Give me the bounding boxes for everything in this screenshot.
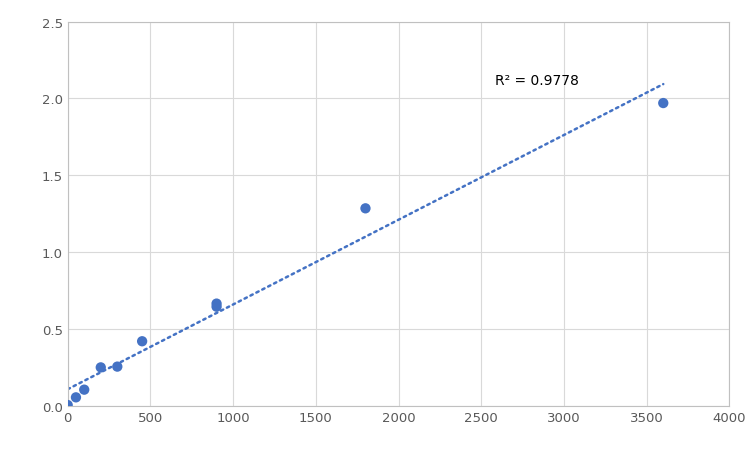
Point <box>359 205 371 212</box>
Point <box>111 363 123 370</box>
Point <box>95 364 107 371</box>
Point <box>136 338 148 345</box>
Text: R² = 0.9778: R² = 0.9778 <box>495 74 578 88</box>
Point <box>70 394 82 401</box>
Point <box>78 386 90 393</box>
Point <box>211 304 223 311</box>
Point <box>211 300 223 308</box>
Point <box>657 100 669 107</box>
Point <box>62 401 74 409</box>
